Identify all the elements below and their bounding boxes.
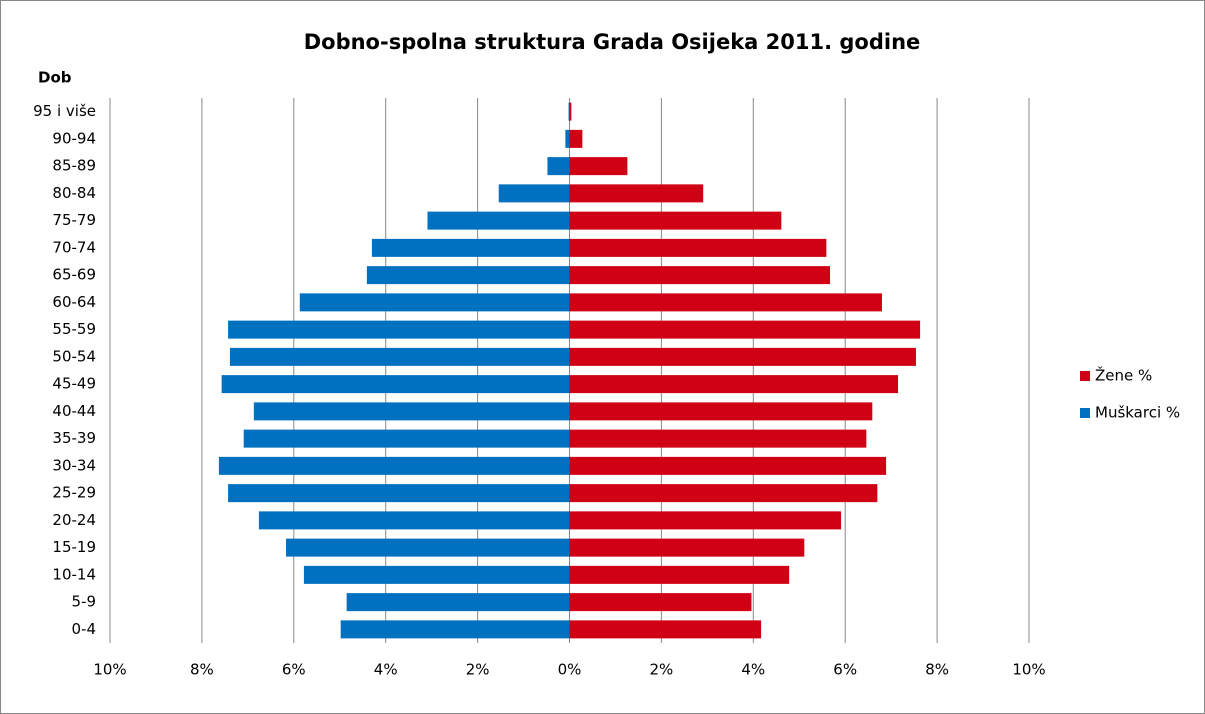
bar: [569, 375, 899, 394]
x-tick-label: 8%: [190, 661, 214, 679]
legend-swatch: [1080, 371, 1090, 381]
x-tick-label: 4%: [374, 661, 398, 679]
y-axis-label: Dob: [38, 69, 72, 87]
x-tick-label: 2%: [466, 661, 490, 679]
y-tick-label: 40-44: [52, 402, 96, 420]
y-tick-label: 35-39: [52, 429, 96, 447]
x-tick-label: 2%: [650, 661, 674, 679]
bar: [569, 293, 882, 312]
bar: [547, 157, 570, 176]
bar: [258, 511, 570, 530]
bar: [569, 211, 782, 230]
bar: [569, 102, 572, 121]
x-tick-label: 6%: [833, 661, 857, 679]
y-tick-label: 30-34: [52, 456, 96, 474]
legend-swatch: [1080, 408, 1090, 418]
y-tick-label: 75-79: [52, 211, 96, 229]
bar: [229, 347, 570, 366]
bar: [346, 593, 570, 612]
y-tick-label: 70-74: [52, 238, 96, 256]
bar: [371, 238, 570, 257]
bar: [569, 565, 790, 584]
bar: [569, 347, 916, 366]
bar: [565, 129, 570, 148]
bar: [569, 484, 878, 503]
bar: [569, 593, 752, 612]
bar: [569, 184, 704, 203]
y-tick-label: 65-69: [52, 266, 96, 284]
y-tick-label: 45-49: [52, 375, 96, 393]
bar: [569, 456, 887, 475]
bar: [299, 293, 570, 312]
bar: [569, 157, 628, 176]
y-tick-label: 60-64: [52, 293, 96, 311]
x-tick-label: 0%: [558, 661, 582, 679]
bar: [569, 538, 805, 557]
x-tick-label: 4%: [741, 661, 765, 679]
bar: [366, 266, 570, 285]
bar: [569, 266, 831, 285]
y-tick-label: 20-24: [52, 511, 96, 529]
y-tick-label: 55-59: [52, 320, 96, 338]
bar: [569, 620, 762, 639]
y-tick-label: 25-29: [52, 484, 96, 502]
bar: [285, 538, 570, 557]
y-tick-label: 0-4: [72, 620, 97, 638]
bar: [569, 429, 867, 448]
bar: [340, 620, 570, 639]
bar: [303, 565, 570, 584]
x-tick-label: 6%: [282, 661, 306, 679]
x-tick-label: 10%: [1012, 661, 1045, 679]
bar: [569, 511, 842, 530]
bar: [218, 456, 570, 475]
chart-title: Dobno-spolna struktura Grada Osijeka 201…: [304, 30, 921, 54]
x-tick-label: 8%: [925, 661, 949, 679]
bar: [568, 102, 570, 121]
y-tick-label: 15-19: [52, 538, 96, 556]
y-tick-label: 10-14: [52, 565, 96, 583]
bar: [569, 402, 873, 421]
x-tick-label: 10%: [93, 661, 126, 679]
legend-label: Muškarci %: [1095, 404, 1180, 422]
bar: [221, 375, 570, 394]
bar: [228, 484, 570, 503]
y-tick-label: 90-94: [52, 129, 96, 147]
y-tick-label: 95 i više: [33, 102, 96, 120]
legend-label: Žene %: [1095, 366, 1152, 385]
bar: [243, 429, 570, 448]
y-tick-label: 50-54: [52, 347, 96, 365]
bar: [569, 129, 583, 148]
y-tick-label: 5-9: [72, 593, 97, 611]
bar: [569, 238, 827, 257]
bar: [569, 320, 921, 339]
bar: [427, 211, 570, 230]
y-tick-label: 85-89: [52, 157, 96, 175]
y-tick-label: 80-84: [52, 184, 96, 202]
bar: [253, 402, 570, 421]
bar: [498, 184, 570, 203]
bar: [228, 320, 570, 339]
